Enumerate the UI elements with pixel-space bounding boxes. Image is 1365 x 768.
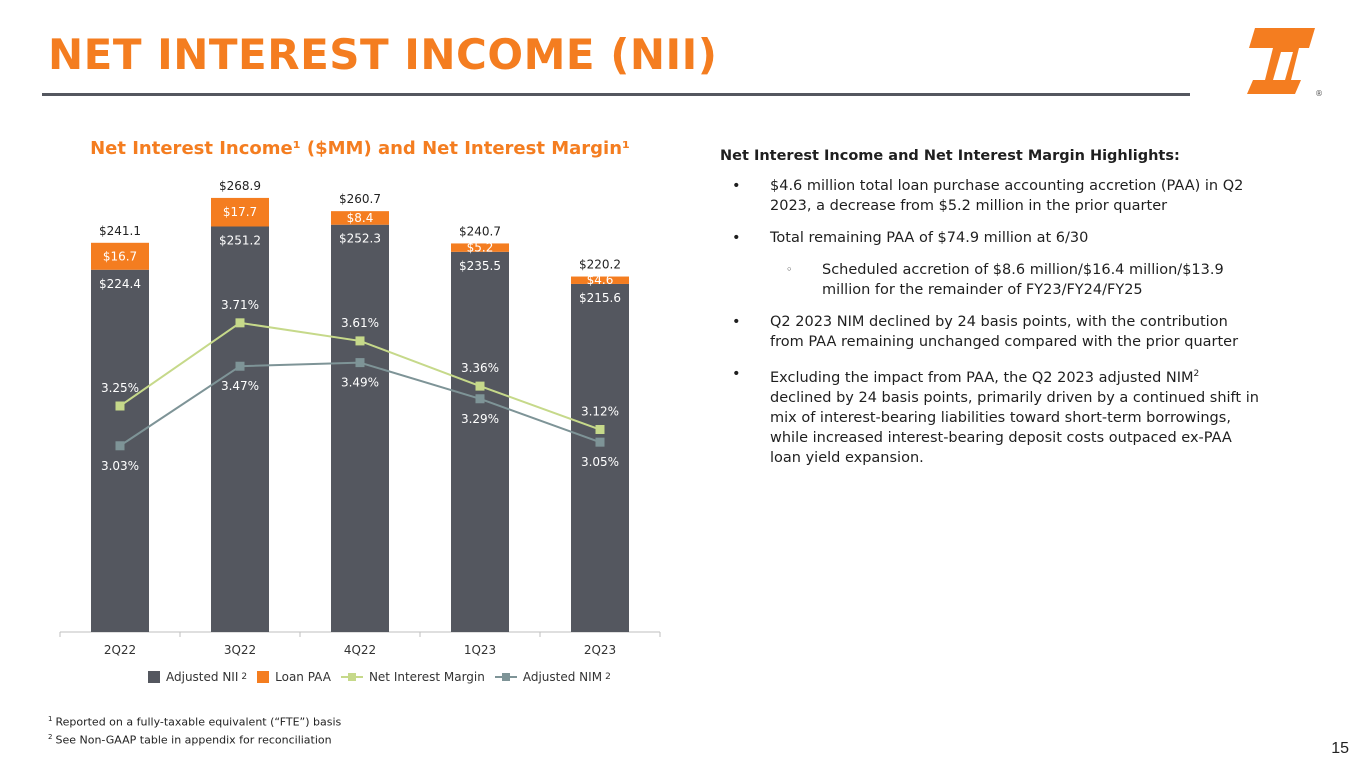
x-tick-label: 1Q23 [464, 643, 496, 657]
data-label-adjusted-nii: $215.6 [579, 291, 621, 305]
footnote: 1 Reported on a fully-taxable equivalent … [48, 712, 341, 730]
bullet-symbol: • [732, 230, 741, 246]
net-interest-margin-marker [355, 336, 365, 346]
data-label-total: $260.7 [339, 192, 381, 206]
sub-bullet-symbol: ◦ [786, 263, 793, 276]
page-number: 15 [1331, 740, 1349, 757]
legend-item-adjusted-nim: Adjusted NIM 2 [494, 670, 611, 684]
bar-loan-paa [211, 197, 269, 227]
highlight-bullet: • $4.6 million total loan purchase accou… [720, 176, 1260, 216]
adjusted-nim-label: 3.47% [221, 379, 259, 393]
adjusted-nim-label: 3.05% [581, 455, 619, 469]
company-logo-icon: ® [1247, 28, 1323, 98]
bar-loan-paa [451, 243, 509, 252]
footnote-ref: 2 [1193, 369, 1200, 379]
legend-swatch-nim [340, 671, 363, 683]
highlight-bullet: • Excluding the impact from PAA, the Q2 … [720, 364, 1260, 468]
footnotes: 1 Reported on a fully-taxable equivalent … [48, 712, 341, 747]
legend-swatch-adjusted-nii [148, 671, 160, 683]
legend-sup: 2 [241, 672, 248, 682]
bar-adjusted-nii [331, 224, 389, 633]
adjusted-nim-label: 3.49% [341, 376, 379, 390]
bar-adjusted-nii [571, 283, 629, 632]
bar-adjusted-nii [451, 251, 509, 632]
adjusted-nim-marker [355, 358, 365, 368]
data-label-adjusted-nii: $224.4 [99, 277, 141, 291]
nii-chart: $224.4 $16.7 $241.1 2Q22 $251.2 $17.7 $268.9 3Q… [59, 179, 661, 657]
x-tick-label: 4Q22 [344, 643, 376, 657]
data-label-adjusted-nii: $252.3 [339, 232, 381, 246]
bar-loan-paa [571, 276, 629, 284]
adjusted-nim-label: 3.03% [101, 459, 139, 473]
data-label-total: $220.2 [579, 258, 621, 272]
net-interest-margin-label: 3.61% [341, 316, 379, 330]
x-tick-label: 2Q22 [104, 643, 136, 657]
legend-swatch-adjusted-nim [494, 671, 517, 683]
net-interest-margin-label: 3.12% [581, 405, 619, 419]
page-title: NET INTEREST INCOME (NII) [48, 30, 718, 79]
data-label-total: $241.1 [99, 224, 141, 238]
chart-legend: Adjusted NII 2 Loan PAA Net Interest Mar… [148, 670, 621, 684]
legend-item-net-interest-margin: Net Interest Margin [340, 670, 485, 684]
bar-adjusted-nii [91, 269, 149, 632]
data-label-adjusted-nii: $251.2 [219, 233, 261, 247]
legend-label: Adjusted NIM [522, 670, 603, 684]
net-interest-margin-marker [235, 318, 245, 328]
bullet-text: Total remaining PAA of $74.9 million at … [770, 230, 1089, 246]
footnote-number: 2 [48, 732, 53, 741]
highlights-heading: Net Interest Income and Net Interest Mar… [720, 148, 1180, 164]
data-label-loan-paa: $16.7 [103, 249, 137, 263]
title-divider [42, 93, 1190, 96]
bar-loan-paa [91, 242, 149, 270]
svg-text:®: ® [1315, 89, 1323, 98]
data-label-loan-paa: $8.4 [347, 211, 374, 225]
bullet-symbol: • [732, 178, 741, 194]
highlight-bullet: • Q2 2023 NIM declined by 24 basis point… [720, 312, 1260, 352]
highlights-panel: Net Interest Income and Net Interest Mar… [720, 148, 1260, 480]
bullet-text: $4.6 million total loan purchase account… [770, 178, 1244, 214]
bullet-text-part: declined by 24 basis points, primarily d… [770, 389, 1259, 466]
x-tick-label: 2Q23 [584, 643, 616, 657]
data-label-loan-paa: $4.6 [587, 273, 614, 287]
net-interest-margin-marker [595, 425, 605, 435]
net-interest-margin-label: 3.71% [221, 298, 259, 312]
bullet-text: Q2 2023 NIM declined by 24 basis points,… [770, 314, 1239, 350]
legend-label: Net Interest Margin [368, 670, 485, 684]
adjusted-nim-marker [595, 437, 605, 447]
sub-bullet-text: Scheduled accretion of $8.6 million/$16.… [822, 262, 1224, 298]
legend-swatch-loan-paa [257, 671, 270, 683]
data-label-total: $240.7 [459, 224, 501, 238]
bullet-symbol: • [732, 314, 741, 330]
net-interest-margin-label: 3.25% [101, 381, 139, 395]
x-tick-label: 3Q22 [224, 643, 256, 657]
bar-loan-paa [331, 211, 389, 225]
highlight-sub-bullet: ◦ Scheduled accretion of $8.6 million/$1… [720, 260, 1260, 300]
adjusted-nim-marker [115, 441, 125, 451]
footnote-number: 1 [48, 715, 53, 723]
data-label-loan-paa: $5.2 [467, 241, 494, 255]
adjusted-nim-marker [475, 394, 485, 404]
bullet-text-part: Excluding the impact from PAA, the Q2 20… [770, 369, 1194, 386]
legend-sup: 2 [605, 672, 611, 682]
net-interest-margin-marker [475, 381, 485, 391]
data-label-adjusted-nii: $235.5 [459, 259, 501, 273]
bullet-symbol: • [732, 366, 741, 382]
footnote-text: See Non-GAAP table in appendix for recon… [55, 733, 332, 747]
highlight-bullet: • Total remaining PAA of $74.9 million a… [720, 228, 1260, 248]
legend-item-adjusted-nii: Adjusted NII 2 [148, 670, 247, 684]
legend-item-loan-paa: Loan PAA [257, 670, 331, 684]
net-interest-margin-marker [115, 401, 125, 411]
data-label-loan-paa: $17.7 [223, 205, 257, 219]
legend-label: Loan PAA [275, 670, 331, 684]
adjusted-nim-label: 3.29% [461, 412, 499, 426]
net-interest-margin-label: 3.36% [461, 361, 499, 375]
footnote: 2 See Non-GAAP table in appendix for reco… [48, 730, 341, 748]
data-label-total: $268.9 [219, 179, 261, 193]
chart-title: Net Interest Income¹ ($MM) and Net Inter… [90, 138, 630, 159]
legend-label: Adjusted NII [166, 670, 239, 684]
footnote-text: Reported on a fully-taxable equivalent (… [55, 715, 342, 729]
bar-adjusted-nii [211, 226, 269, 632]
adjusted-nim-marker [235, 361, 245, 371]
